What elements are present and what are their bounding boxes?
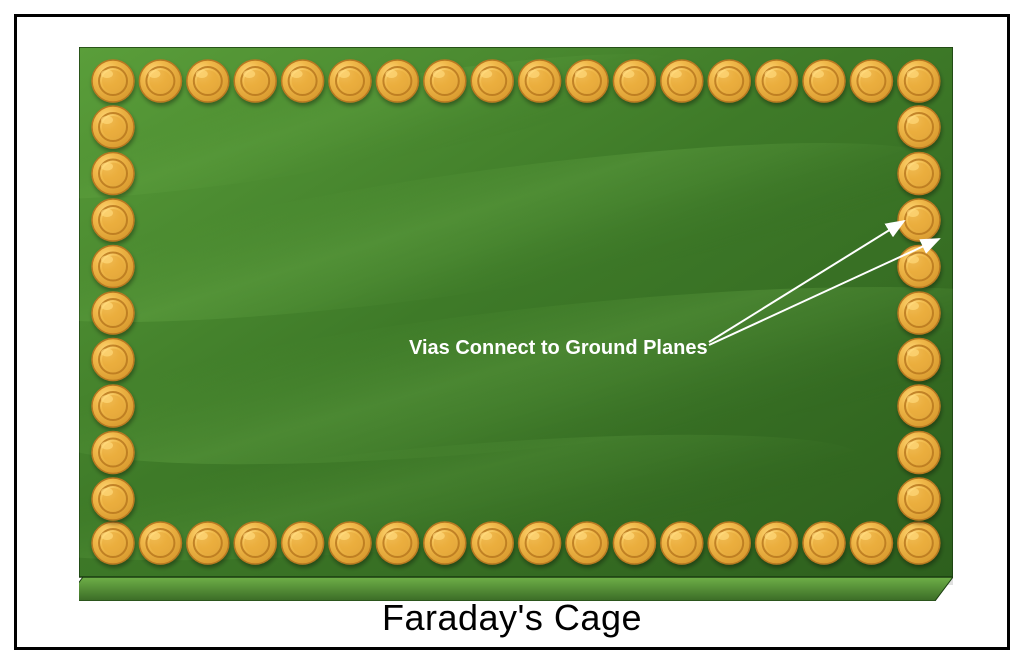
via	[708, 522, 750, 564]
via	[850, 522, 892, 564]
via	[92, 60, 134, 102]
via	[92, 339, 134, 381]
via	[803, 522, 845, 564]
via	[898, 153, 940, 195]
via	[234, 522, 276, 564]
via	[756, 522, 798, 564]
via	[329, 60, 371, 102]
via	[187, 60, 229, 102]
via	[898, 432, 940, 474]
pcb-board: Vias Connect to Ground Planes	[79, 47, 953, 577]
via	[898, 246, 940, 288]
via	[708, 60, 750, 102]
via	[898, 385, 940, 427]
via	[234, 60, 276, 102]
via	[92, 432, 134, 474]
via	[471, 60, 513, 102]
via	[613, 60, 655, 102]
via	[898, 522, 940, 564]
via	[898, 60, 940, 102]
via	[756, 60, 798, 102]
via-annotation-label: Vias Connect to Ground Planes	[409, 337, 708, 360]
via	[566, 522, 608, 564]
via	[187, 522, 229, 564]
via	[139, 522, 181, 564]
via	[139, 60, 181, 102]
via	[92, 106, 134, 148]
diagram-frame: Vias Connect to Ground Planes Faraday's …	[14, 14, 1010, 650]
via	[898, 106, 940, 148]
via	[92, 199, 134, 241]
via	[92, 292, 134, 334]
via	[92, 385, 134, 427]
via	[424, 60, 466, 102]
diagram-title: Faraday's Cage	[17, 597, 1007, 639]
via	[613, 522, 655, 564]
via	[282, 522, 324, 564]
via	[92, 522, 134, 564]
via	[92, 478, 134, 520]
via	[376, 522, 418, 564]
via	[898, 292, 940, 334]
via	[566, 60, 608, 102]
via	[898, 478, 940, 520]
via	[519, 60, 561, 102]
via	[424, 522, 466, 564]
via	[376, 60, 418, 102]
via	[92, 246, 134, 288]
via	[898, 199, 940, 241]
via	[898, 339, 940, 381]
via	[282, 60, 324, 102]
via	[661, 522, 703, 564]
via	[803, 60, 845, 102]
via	[471, 522, 513, 564]
via	[92, 153, 134, 195]
via	[519, 522, 561, 564]
via	[661, 60, 703, 102]
via	[329, 522, 371, 564]
via	[850, 60, 892, 102]
